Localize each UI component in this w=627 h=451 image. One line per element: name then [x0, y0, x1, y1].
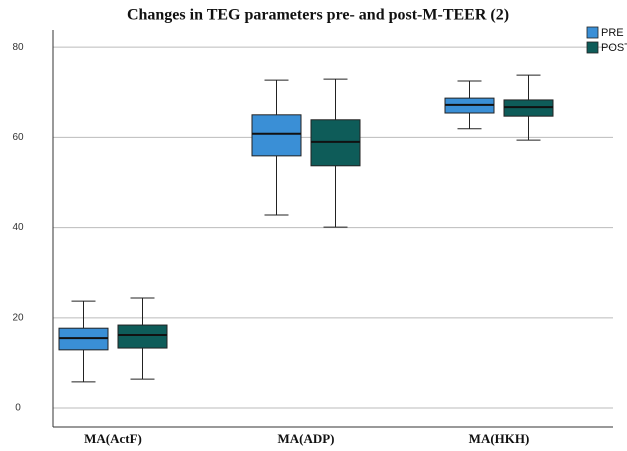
- box: [117, 324, 168, 349]
- y-tick-label: 80: [12, 42, 24, 53]
- y-tick-label: 0: [15, 403, 21, 414]
- x-tick-label: MA(ActF): [84, 431, 142, 446]
- y-tick-label: 60: [12, 132, 24, 143]
- legend-label: PRE: [601, 27, 624, 39]
- x-tick-label: MA(HKH): [469, 431, 530, 446]
- legend-swatch: [586, 41, 599, 54]
- y-tick-label: 20: [12, 312, 24, 323]
- chart-title: Changes in TEG parameters pre- and post-…: [127, 7, 509, 24]
- y-tick-label: 40: [12, 222, 24, 233]
- legend-swatch: [586, 26, 599, 39]
- box: [251, 114, 302, 157]
- legend-label: POST: [601, 42, 627, 54]
- x-tick-label: MA(ADP): [277, 431, 334, 446]
